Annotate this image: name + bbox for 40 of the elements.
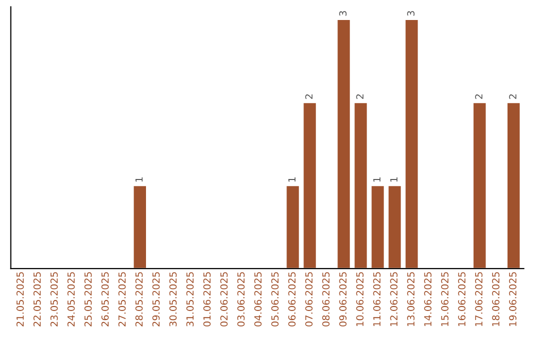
- x-tick-label: 03.06.2025: [237, 272, 245, 326]
- x-tick-label: 07.06.2025: [305, 272, 313, 326]
- data-label: 3: [407, 11, 415, 16]
- x-tick-label: 09.06.2025: [339, 272, 347, 326]
- x-tick-label: 29.05.2025: [152, 272, 160, 326]
- x-tick-label: 23.05.2025: [50, 272, 58, 326]
- x-tick-label: 14.06.2025: [424, 272, 432, 326]
- x-tick-label: 24.05.2025: [67, 272, 75, 326]
- x-tick-label: 06.06.2025: [288, 272, 296, 326]
- x-tick-label: 26.05.2025: [101, 272, 109, 326]
- x-tick-label: 17.06.2025: [475, 272, 482, 326]
- x-tick-label: 27.05.2025: [118, 272, 126, 326]
- data-label: 1: [288, 177, 296, 182]
- data-label: 2: [305, 94, 312, 99]
- x-tick-label: 28.05.2025: [135, 272, 143, 326]
- x-tick-label: 10.06.2025: [356, 272, 364, 326]
- x-tick-label: 25.05.2025: [84, 272, 92, 326]
- x-tick-label: 31.05.2025: [186, 272, 194, 326]
- x-tick-label: 22.05.2025: [33, 272, 41, 326]
- x-tick-label: 11.06.2025: [373, 272, 381, 326]
- data-label: 2: [509, 94, 516, 99]
- x-tick-label: 15.06.2025: [441, 272, 448, 326]
- x-tick-label: 12.06.2025: [390, 272, 398, 326]
- x-tick-label: 13.06.2025: [407, 272, 415, 326]
- data-label: 1: [373, 177, 380, 182]
- x-tick-label: 02.06.2025: [220, 272, 228, 326]
- x-tick-label: 04.06.2025: [254, 272, 262, 326]
- x-tick-label: 30.05.2025: [169, 272, 177, 326]
- x-tick-label: 05.06.2025: [271, 272, 279, 326]
- x-tick-label: 18.06.2025: [492, 272, 500, 326]
- data-label: 2: [356, 94, 364, 99]
- data-label: 1: [135, 177, 143, 182]
- x-tick-label: 19.06.2025: [509, 272, 516, 326]
- data-label: 3: [339, 11, 347, 16]
- x-tick-label: 16.06.2025: [458, 272, 466, 326]
- data-label: 1: [390, 177, 398, 182]
- data-label: 2: [475, 94, 482, 99]
- x-tick-label: 01.06.2025: [203, 272, 211, 326]
- x-tick-label: 21.05.2025: [16, 272, 24, 326]
- x-tick-label: 08.06.2025: [322, 272, 330, 326]
